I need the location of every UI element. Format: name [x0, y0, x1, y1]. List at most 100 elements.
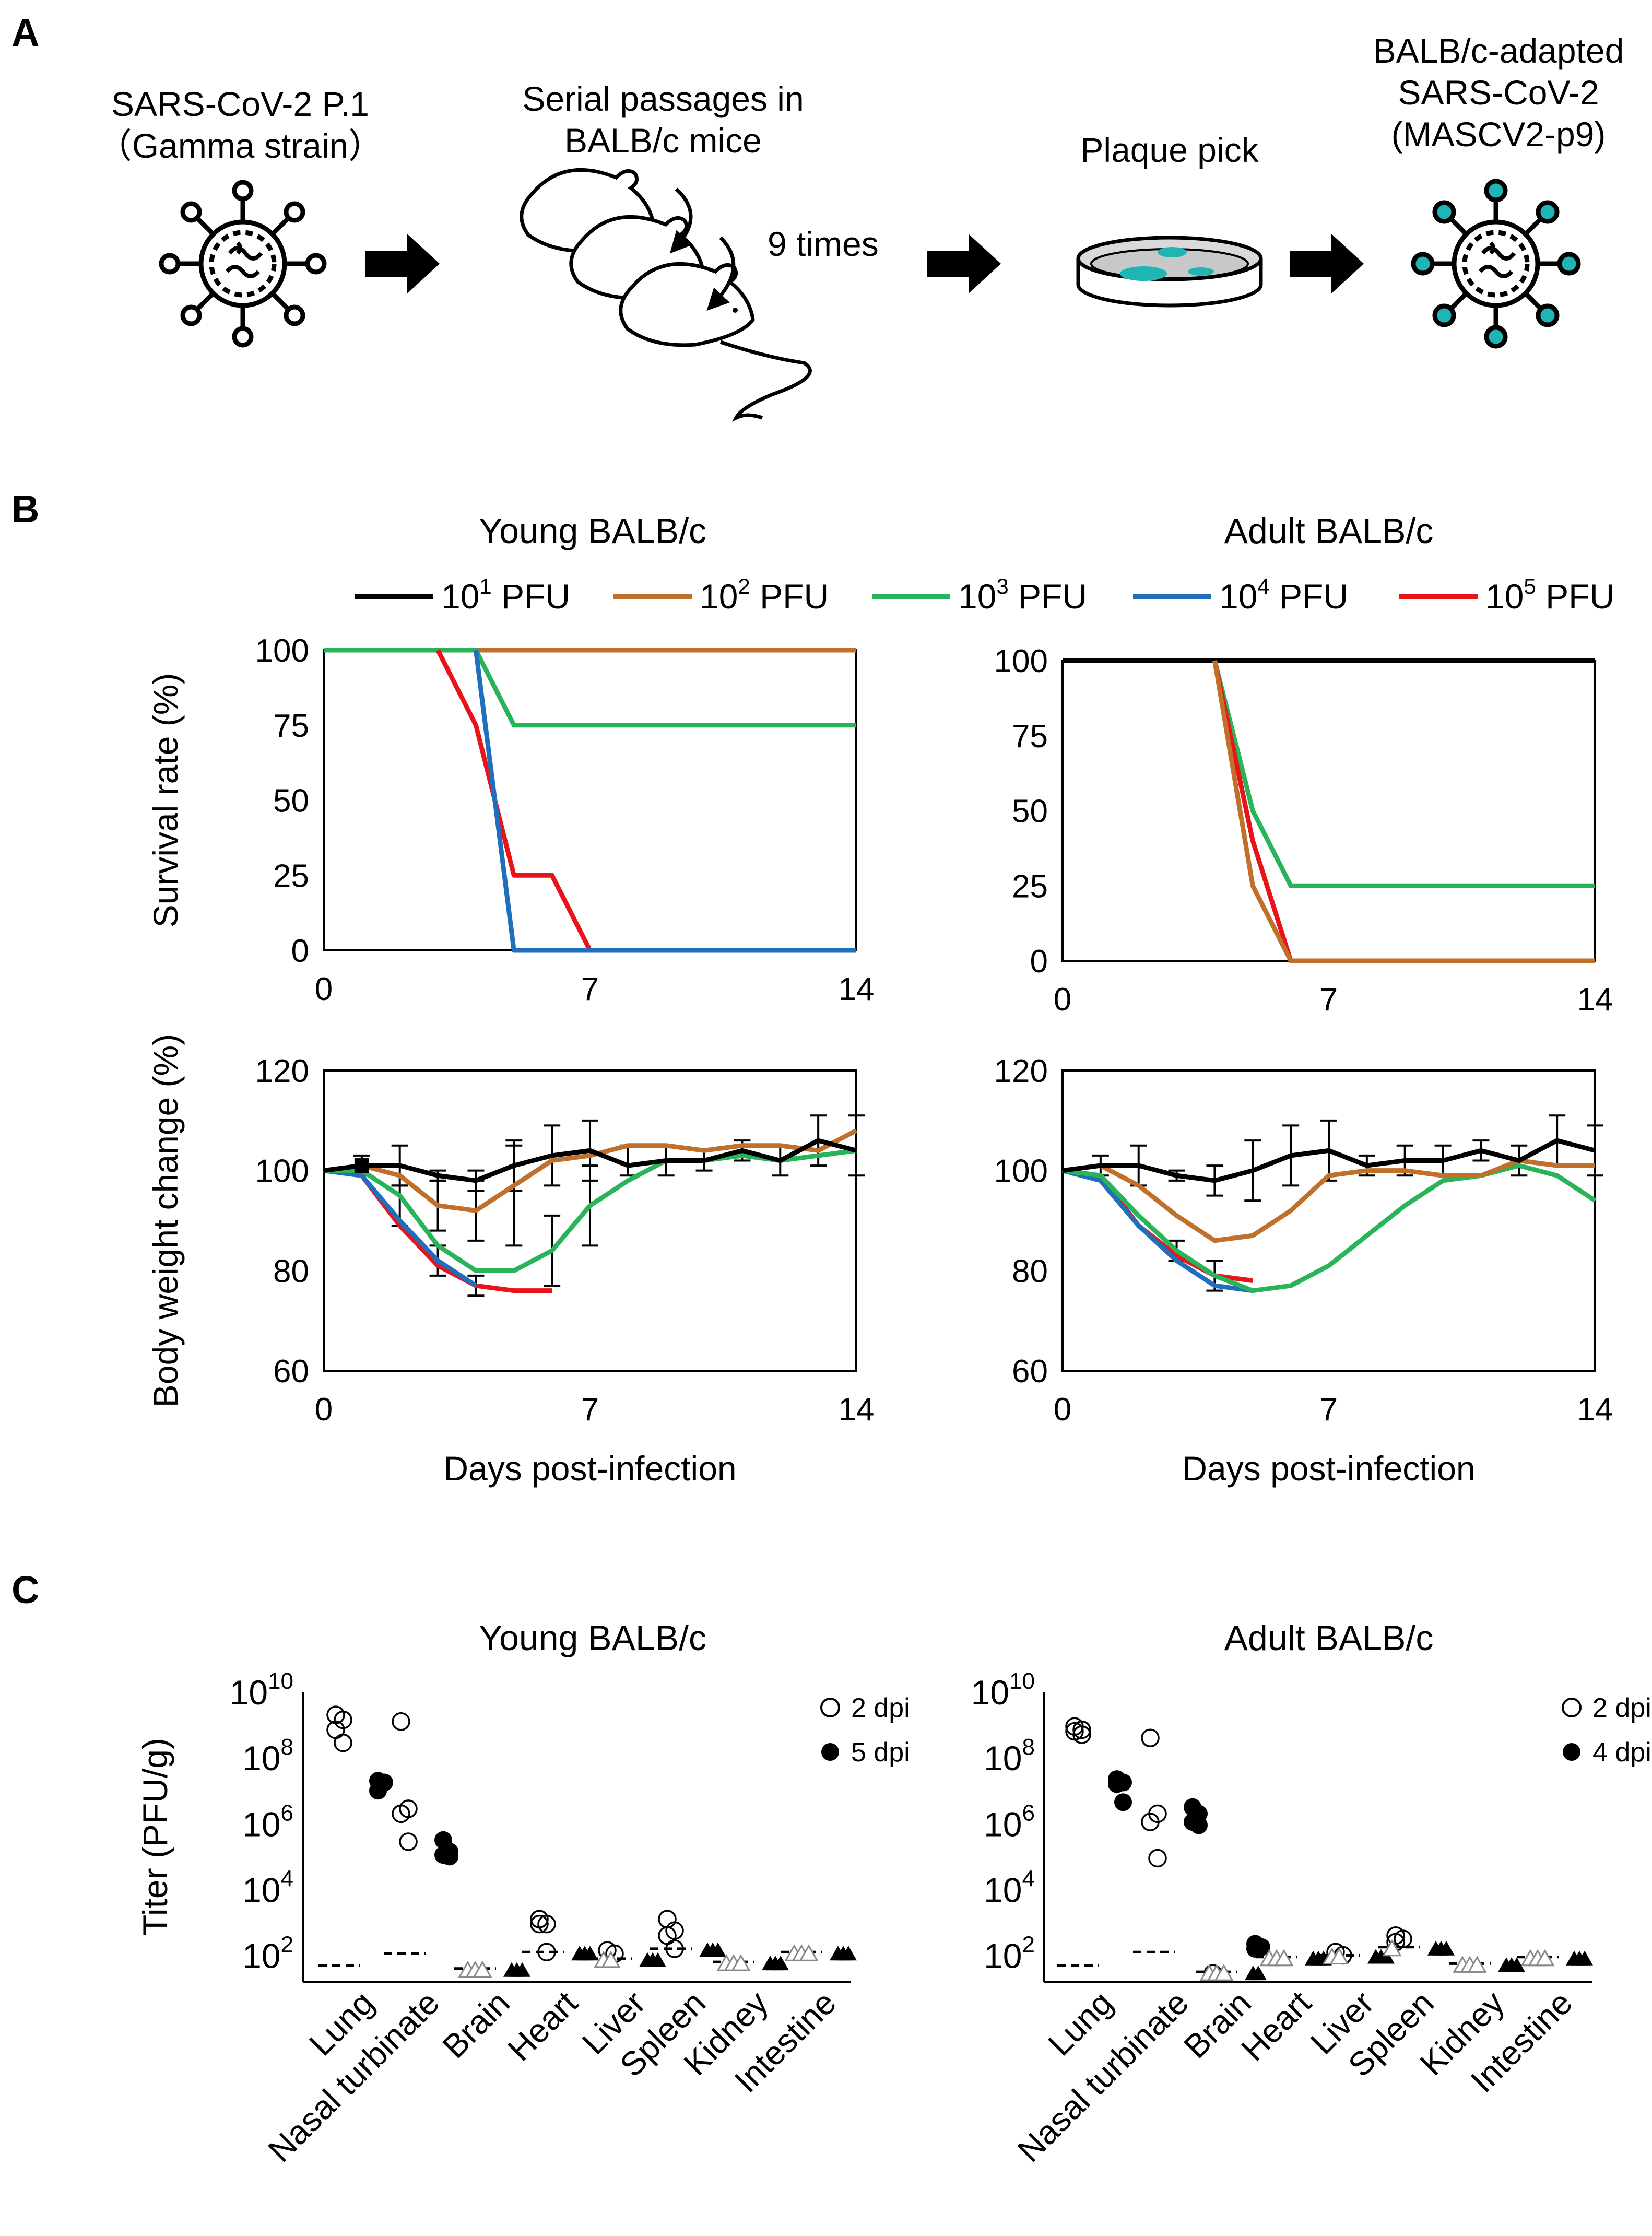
- adult-title-b: Adult BALB/c: [1224, 511, 1434, 551]
- y-tick-label: 60: [273, 1354, 309, 1390]
- y-tick-label: 108: [242, 1734, 293, 1778]
- times-label: 9 times: [768, 225, 879, 263]
- point-day-a-below-limit: [473, 1960, 492, 1978]
- y-tick-label: 1010: [230, 1668, 293, 1712]
- passage-label-line-1: Serial passages in: [522, 79, 804, 118]
- y-tick-label: 25: [273, 858, 309, 894]
- series-line: [324, 648, 856, 728]
- x-tick-label: 0: [315, 1392, 333, 1428]
- point-day-b: [1108, 1775, 1126, 1793]
- point-day-a-below-limit: [1274, 1949, 1294, 1967]
- y-tick-label: 1010: [971, 1668, 1035, 1712]
- y-tick-label: 106: [242, 1800, 293, 1843]
- panel-label-b: B: [11, 487, 39, 531]
- category-label: Heart: [500, 1984, 585, 2068]
- x-tick-label: 7: [1320, 1392, 1338, 1428]
- series-line: [1212, 660, 1595, 963]
- y-tick-label: 104: [242, 1866, 293, 1909]
- adapted-virus-icon: [1411, 179, 1581, 349]
- y-tick-label: 120: [994, 1053, 1048, 1089]
- point-day-a: [334, 1734, 352, 1752]
- point-day-a: [530, 1914, 549, 1934]
- legend-label: 102 PFU: [700, 574, 829, 616]
- petri-dish-icon: [1076, 236, 1263, 308]
- point-day-b: [441, 1847, 458, 1866]
- y-tick-label: 80: [273, 1253, 309, 1289]
- point-day-b: [1190, 1816, 1208, 1834]
- adapted-label-line-3: (MASCV2-p9): [1391, 115, 1606, 154]
- legend-filled-circle: [821, 1743, 839, 1761]
- y-tick-label: 104: [984, 1866, 1035, 1909]
- adapted-label-line-1: BALB/c-adapted: [1373, 31, 1624, 70]
- legend-label: 104 PFU: [1219, 574, 1348, 616]
- point-day-b-below-limit: [650, 1952, 666, 1967]
- mouse-icon-3: [619, 262, 755, 347]
- x-axis-label: Days post-infection: [443, 1449, 736, 1488]
- point-day-a: [1072, 1725, 1091, 1744]
- virus-label-line-2: （Gamma strain）: [98, 126, 383, 165]
- start-marker: [354, 1158, 369, 1173]
- adapted-label-line-2: SARS-CoV-2: [1398, 73, 1599, 112]
- point-day-b-below-limit: [1378, 1949, 1395, 1964]
- arrow-1: [365, 234, 440, 293]
- series-line: [1062, 1163, 1597, 1293]
- series-line: [1062, 1168, 1253, 1283]
- y-tick-label: 50: [1012, 794, 1048, 830]
- plot-frame: [1061, 1069, 1596, 1372]
- y-tick-label: 0: [291, 933, 309, 969]
- y-tick-label: 100: [994, 643, 1048, 679]
- y-tick-label: 100: [255, 1154, 309, 1190]
- point-day-b: [1246, 1939, 1264, 1958]
- y-axis-label: Body weight change (%): [146, 1034, 185, 1407]
- point-day-b-below-limit: [1576, 1950, 1593, 1966]
- y-tick-label: 120: [255, 1053, 309, 1089]
- point-day-b: [369, 1782, 387, 1800]
- x-tick-label: 7: [581, 1392, 599, 1428]
- adult-title-c: Adult BALB/c: [1224, 1618, 1434, 1658]
- point-day-a: [392, 1804, 410, 1823]
- point-day-b-below-limit: [514, 1962, 530, 1977]
- weight-chart-adult: 60 80 100 120 0 7 14 Days post-infection: [994, 1053, 1613, 1488]
- plaque-label: Plaque pick: [1080, 131, 1259, 169]
- x-tick-label: 14: [839, 971, 875, 1007]
- legend-label: 2 dpi: [851, 1693, 910, 1723]
- y-tick-label: 50: [273, 783, 309, 819]
- y-tick-label: 100: [255, 633, 309, 669]
- x-tick-label: 7: [581, 971, 599, 1007]
- x-tick-label: 14: [839, 1392, 875, 1428]
- x-tick-label: 14: [1577, 1392, 1613, 1428]
- x-tick-label: 14: [1577, 982, 1613, 1018]
- arrow-2: [927, 234, 1001, 293]
- y-tick-label: 100: [994, 1154, 1048, 1190]
- weight-chart-young: 60 80 100 120 0 7 14 Body weight change (%) Days…: [146, 1034, 874, 1488]
- y-tick-label: 25: [1012, 868, 1048, 904]
- point-day-a: [1141, 1728, 1160, 1748]
- point-day-b-below-limit: [1250, 1966, 1267, 1981]
- y-tick-label: 102: [242, 1932, 293, 1975]
- y-tick-label: 0: [1030, 944, 1048, 980]
- virus-icon: [159, 180, 327, 348]
- x-tick-label: 0: [1054, 1392, 1071, 1428]
- plot-frame: [323, 649, 857, 951]
- point-day-a: [1072, 1720, 1091, 1739]
- panel-label-c: C: [11, 1568, 39, 1611]
- series-line: [1212, 660, 1595, 888]
- point-day-a-below-limit: [601, 1950, 621, 1968]
- point-day-a: [537, 1943, 556, 1961]
- legend-label: 101 PFU: [441, 574, 570, 616]
- series-line: [473, 650, 856, 953]
- y-tick-label: 80: [1012, 1253, 1048, 1289]
- series-line: [323, 1138, 857, 1183]
- legend-label: 103 PFU: [958, 574, 1087, 616]
- y-tick-label: 60: [1012, 1354, 1048, 1390]
- series-line: [1061, 1168, 1253, 1293]
- series-line: [1212, 660, 1293, 962]
- y-axis-label: Survival rate (%): [146, 673, 185, 928]
- legend-label: 105 PFU: [1485, 574, 1614, 616]
- legend-label: 5 dpi: [851, 1737, 910, 1768]
- passage-curl-arrow-2: [706, 236, 736, 311]
- point-day-b: [1114, 1793, 1132, 1811]
- passage-curl-arrow-1: [669, 187, 693, 254]
